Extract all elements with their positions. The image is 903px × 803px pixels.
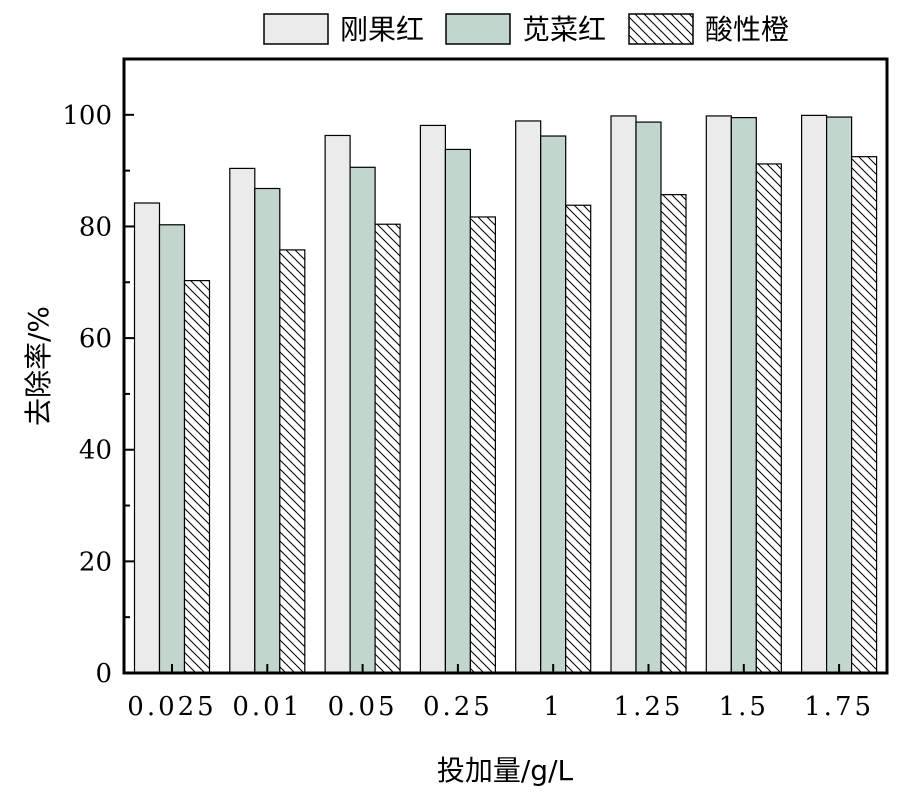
- y-tick-label-80: 80: [79, 212, 112, 242]
- bar-2-4: [565, 204, 592, 674]
- x-tick-label-2: 0.05: [328, 692, 398, 722]
- bar-0-3: [419, 124, 446, 674]
- bar-0-4: [515, 120, 542, 674]
- bar-1-0: [158, 224, 186, 674]
- x-axis-title: 投加量/g/L: [437, 754, 574, 787]
- x-tick-label-5: 1.25: [614, 692, 684, 722]
- bar-0-5: [610, 115, 637, 674]
- bar-1-3: [444, 148, 471, 674]
- y-axis-ticks: 0 20 40 60 80 100: [62, 58, 134, 689]
- bar-1-5: [635, 121, 662, 674]
- bar-1-2: [349, 166, 376, 674]
- y-axis-title: 去除率/%: [22, 306, 55, 426]
- bar-2-5: [660, 194, 687, 674]
- bar-1-4: [540, 135, 567, 674]
- x-tick-label-4: 1: [543, 692, 563, 722]
- legend-swatch-1: [445, 13, 511, 45]
- y-tick-label-20: 20: [79, 547, 112, 577]
- bar-2-7: [850, 156, 878, 674]
- legend-label-2: 酸性橙: [705, 13, 789, 46]
- legend-label-0: 刚果红: [340, 13, 424, 46]
- x-tick-label-0: 0.025: [127, 692, 216, 722]
- bar-1-6: [730, 117, 757, 674]
- bar-1-7: [825, 116, 853, 674]
- x-tick-label-1: 0.01: [232, 692, 302, 722]
- bar-2-2: [374, 223, 401, 674]
- bar-0-1: [229, 167, 256, 674]
- bar-0-2: [324, 134, 351, 674]
- bar-1-1: [254, 187, 281, 674]
- y-tick-label-100: 100: [62, 101, 112, 131]
- bar-2-1: [279, 249, 306, 674]
- y-tick-label-0: 0: [95, 659, 112, 689]
- legend-label-1: 苋菜红: [522, 13, 606, 46]
- legend: 刚果红 苋菜红 酸性橙: [263, 13, 789, 46]
- legend-swatch-0: [263, 13, 329, 45]
- bar-2-6: [755, 163, 782, 674]
- x-tick-label-6: 1.5: [719, 692, 769, 722]
- plot-frame: [122, 57, 889, 675]
- bar-0-7: [800, 114, 828, 674]
- x-axis-ticks: 0.025 0.01 0.05 0.25 1 1.25 1.5 1.75: [127, 664, 874, 722]
- bar-2-3: [469, 216, 496, 674]
- y-tick-label-60: 60: [79, 324, 112, 354]
- y-tick-label-40: 40: [79, 436, 112, 466]
- bar-0-0: [133, 202, 161, 674]
- x-tick-label-3: 0.25: [423, 692, 493, 722]
- legend-swatch-2: [628, 13, 694, 45]
- bars-group: [133, 114, 878, 674]
- bar-0-6: [705, 115, 732, 674]
- bar-2-0: [183, 279, 211, 674]
- x-tick-label-7: 1.75: [804, 692, 874, 722]
